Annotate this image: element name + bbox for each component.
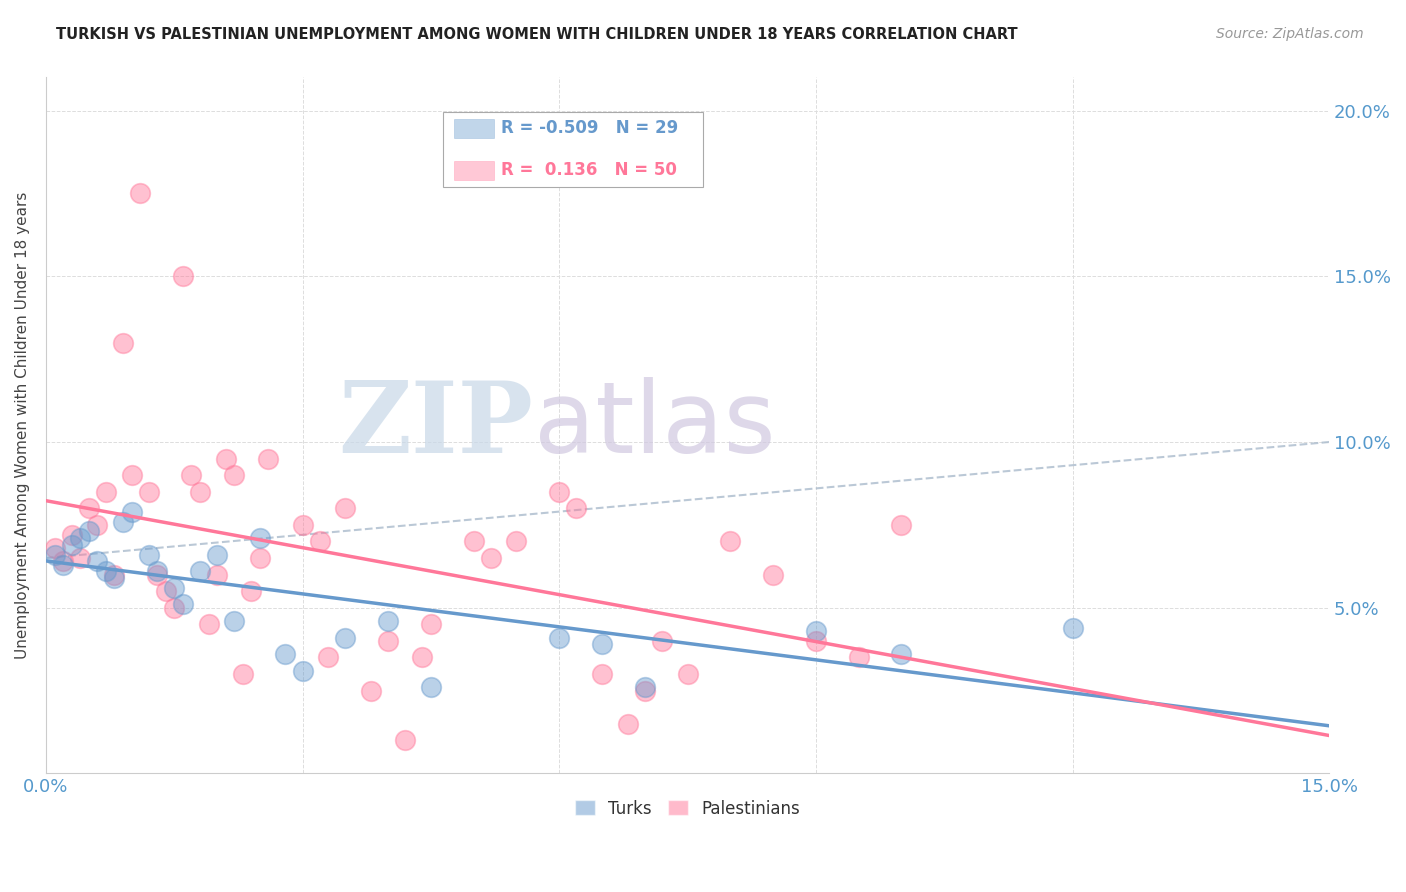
Point [411, 650, 433, 665]
Point [69, 551, 91, 566]
Point [249, 531, 271, 545]
Point [138, 548, 160, 562]
Point [240, 584, 263, 599]
Point [274, 647, 297, 661]
Point [762, 567, 785, 582]
Point [249, 551, 271, 566]
Point [205, 548, 228, 562]
Point [651, 633, 673, 648]
Point [121, 468, 143, 483]
Point [77, 501, 100, 516]
Point [103, 571, 125, 585]
Point [676, 667, 699, 681]
Point [548, 631, 571, 645]
Point [548, 484, 571, 499]
Point [163, 581, 186, 595]
Point [291, 664, 314, 678]
Point [52, 554, 75, 568]
Point [890, 647, 912, 661]
Point [172, 598, 194, 612]
Point [848, 650, 870, 665]
Point [377, 633, 399, 648]
Text: Source: ZipAtlas.com: Source: ZipAtlas.com [1216, 27, 1364, 41]
Text: R =  0.136   N = 50: R = 0.136 N = 50 [501, 161, 676, 179]
Point [224, 614, 246, 628]
Point [69, 531, 91, 545]
Point [232, 667, 254, 681]
Y-axis label: Unemployment Among Women with Children Under 18 years: Unemployment Among Women with Children U… [15, 192, 30, 659]
Point [419, 680, 441, 694]
Point [804, 633, 827, 648]
Point [616, 716, 638, 731]
Point [94, 564, 117, 578]
Point [86, 554, 108, 568]
Point [188, 484, 211, 499]
Point [138, 484, 160, 499]
Point [377, 614, 399, 628]
Text: ZIP: ZIP [339, 377, 533, 474]
Point [479, 551, 502, 566]
Point [335, 501, 357, 516]
Point [111, 515, 134, 529]
Point [505, 534, 527, 549]
Point [129, 186, 152, 201]
Point [591, 667, 613, 681]
Point [163, 600, 186, 615]
Point [77, 524, 100, 539]
Legend: Turks, Palestinians: Turks, Palestinians [568, 793, 807, 824]
Point [146, 564, 169, 578]
Point [60, 538, 83, 552]
Point [60, 528, 83, 542]
Point [111, 335, 134, 350]
Point [463, 534, 485, 549]
Point [103, 567, 125, 582]
Point [360, 683, 382, 698]
Point [188, 564, 211, 578]
Point [591, 637, 613, 651]
Point [804, 624, 827, 638]
Point [257, 451, 280, 466]
Text: atlas: atlas [533, 377, 775, 474]
Point [214, 451, 236, 466]
Point [44, 548, 66, 562]
Text: R = -0.509   N = 29: R = -0.509 N = 29 [501, 120, 678, 137]
Point [291, 517, 314, 532]
Point [94, 484, 117, 499]
Point [86, 517, 108, 532]
Point [180, 468, 202, 483]
Point [155, 584, 177, 599]
Point [890, 517, 912, 532]
Point [718, 534, 741, 549]
Point [197, 617, 219, 632]
Point [316, 650, 339, 665]
Point [146, 567, 169, 582]
Point [394, 733, 416, 747]
Point [419, 617, 441, 632]
Text: TURKISH VS PALESTINIAN UNEMPLOYMENT AMONG WOMEN WITH CHILDREN UNDER 18 YEARS COR: TURKISH VS PALESTINIAN UNEMPLOYMENT AMON… [56, 27, 1018, 42]
Point [335, 631, 357, 645]
Point [308, 534, 330, 549]
Point [224, 468, 246, 483]
Point [44, 541, 66, 555]
Point [565, 501, 588, 516]
Point [634, 683, 657, 698]
Point [634, 680, 657, 694]
Point [121, 505, 143, 519]
Point [1062, 621, 1084, 635]
Point [205, 567, 228, 582]
Point [172, 269, 194, 284]
Point [52, 558, 75, 572]
